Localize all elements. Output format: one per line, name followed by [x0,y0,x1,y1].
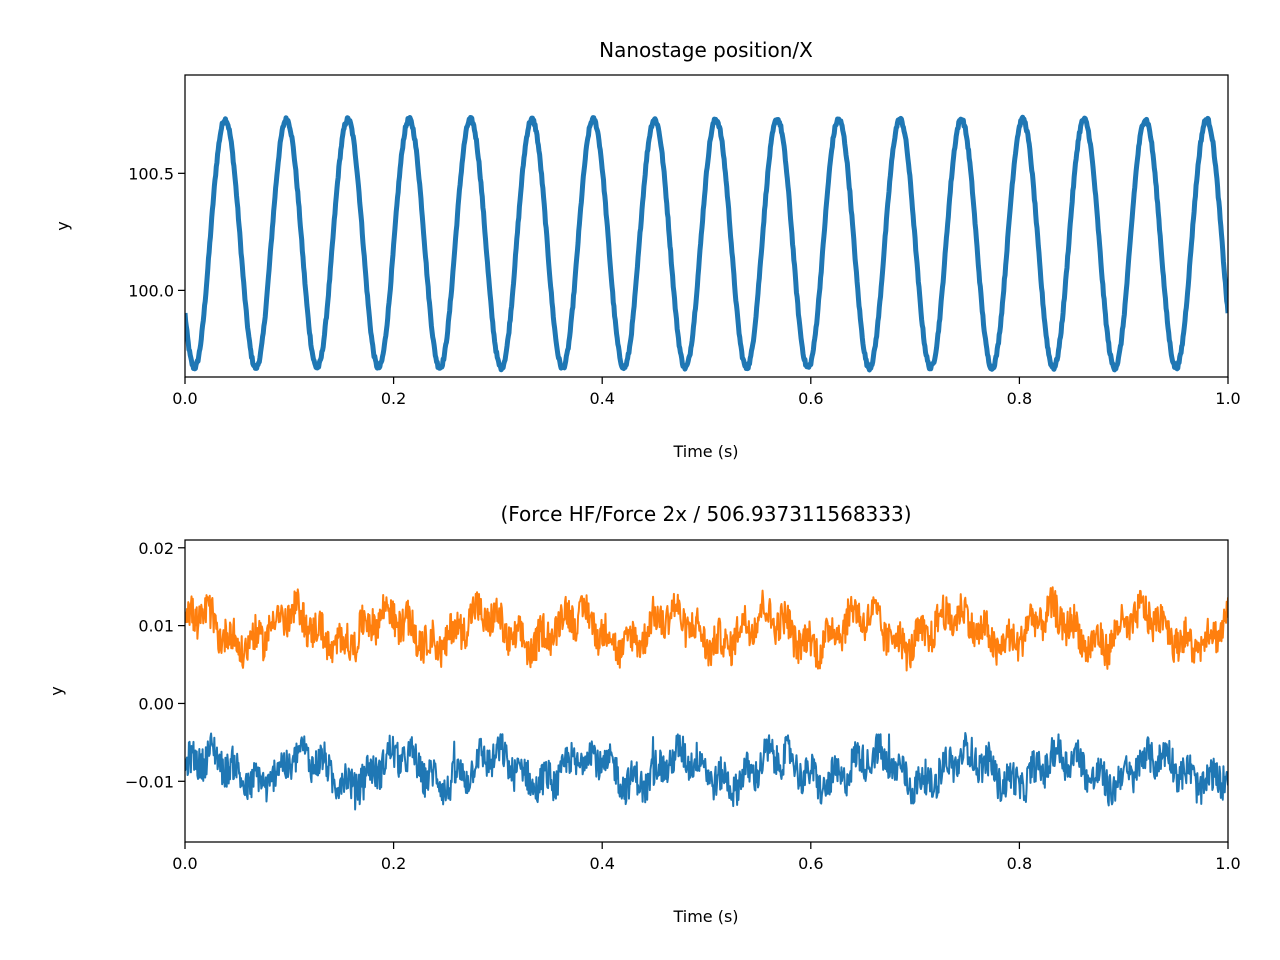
x-tick-label: 0.4 [589,854,614,873]
x-tick-label: 1.0 [1215,854,1240,873]
title-force: (Force HF/Force 2x / 506.937311568333) [500,502,911,526]
x-ticks: 0.0 0.2 0.4 0.6 0.8 1.0 [172,377,1241,408]
axes-frame [184,539,1229,843]
axes-nanostage-position: Nanostage position/X 0.0 0.2 0.4 0.6 0.8 1.0 … [53,38,1241,461]
series-line-1 [185,586,1228,672]
x-tick-label: 0.2 [381,854,406,873]
y-tick-label: −0.01 [125,772,174,791]
x-tick-label: 0.8 [1007,389,1032,408]
title-nanostage: Nanostage position/X [599,38,813,62]
series-line-0 [185,114,1228,373]
x-ticks: 0.0 0.2 0.4 0.6 0.8 1.0 [172,842,1241,873]
y-tick-label: 0.01 [138,617,174,636]
x-tick-label: 0.8 [1007,854,1032,873]
x-tick-label: 0.0 [172,854,197,873]
x-axis-label: Time (s) [672,907,738,926]
axes-force-hf: (Force HF/Force 2x / 506.937311568333) 0… [47,502,1241,926]
x-tick-label: 0.6 [798,389,823,408]
axes-frame [184,74,1229,378]
y-tick-label: 0.02 [138,539,174,558]
series-group [185,114,1228,373]
series-group [185,586,1228,811]
x-tick-label: 0.0 [172,389,197,408]
y-tick-label: 100.5 [128,164,174,183]
y-axis-label: y [53,221,72,230]
series-line-0 [185,731,1228,811]
x-tick-label: 0.2 [381,389,406,408]
y-ticks: 100.0 100.5 [128,164,185,300]
x-axis-label: Time (s) [672,442,738,461]
y-axis-label: y [47,686,66,695]
y-tick-label: 0.00 [138,694,174,713]
y-ticks: −0.01 0.00 0.01 0.02 [125,539,185,791]
y-tick-label: 100.0 [128,281,174,300]
x-tick-label: 0.6 [798,854,823,873]
x-tick-label: 1.0 [1215,389,1240,408]
x-tick-label: 0.4 [589,389,614,408]
